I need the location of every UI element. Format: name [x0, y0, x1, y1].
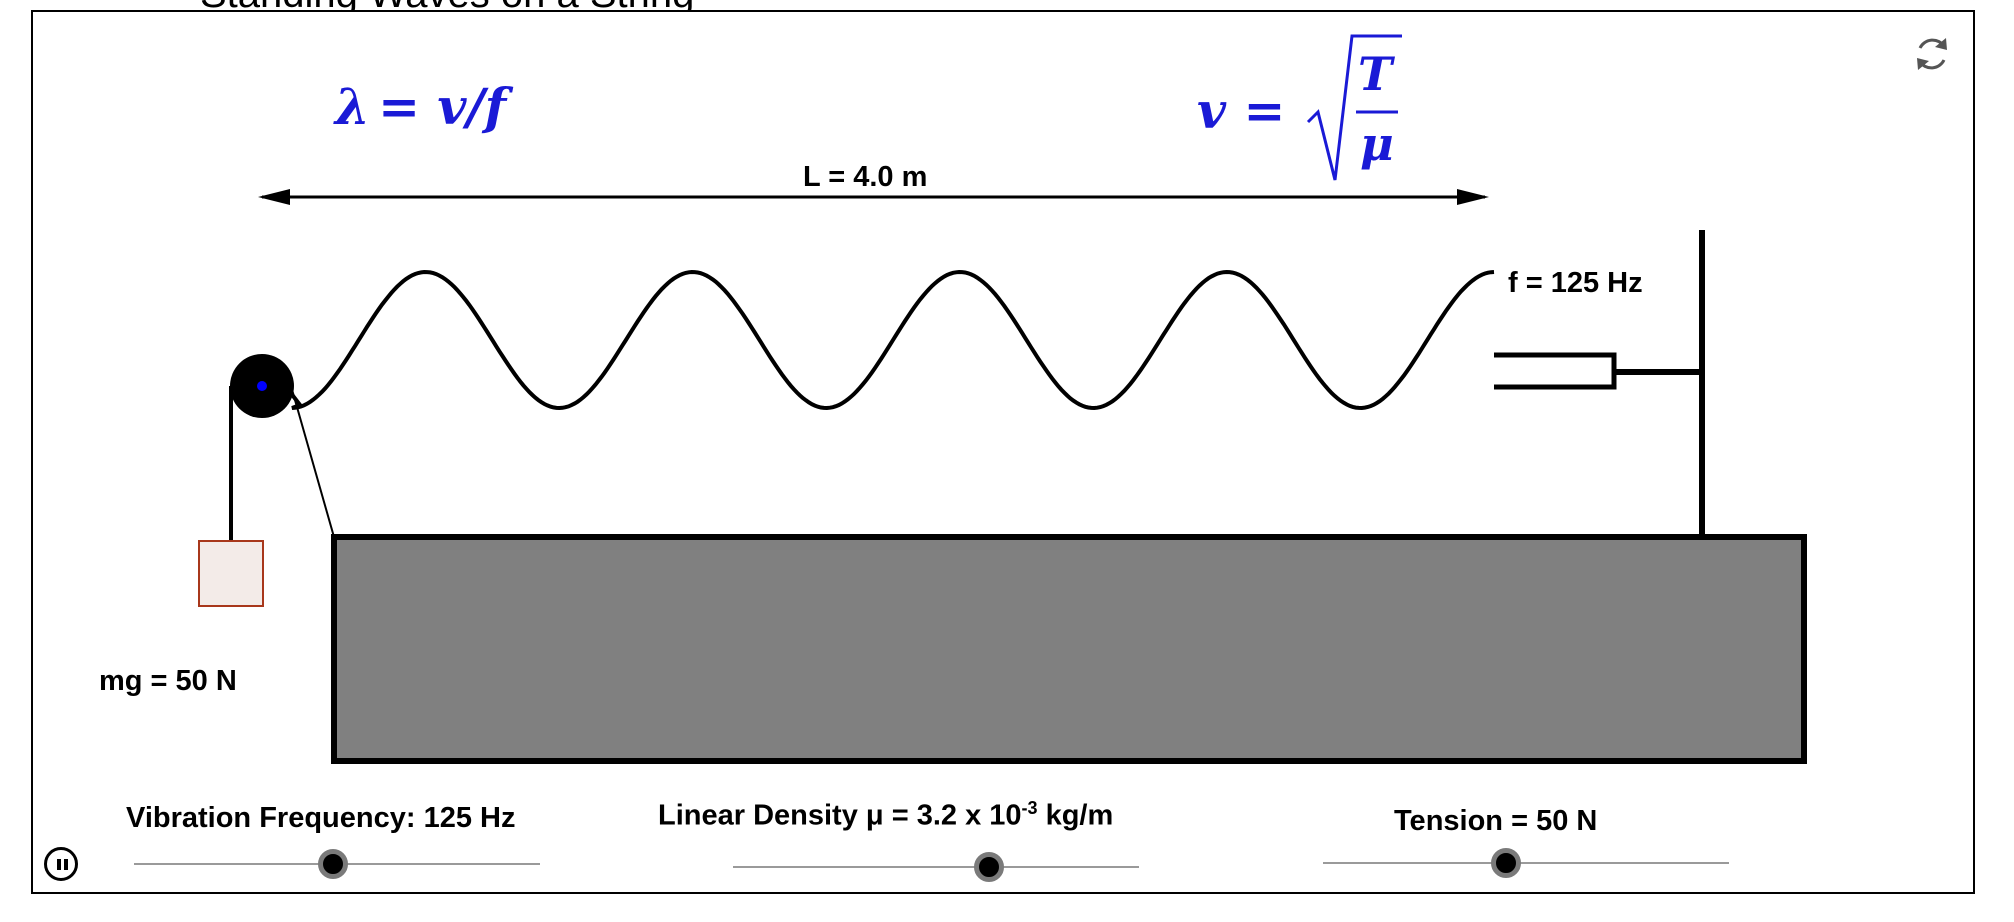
refresh-icon[interactable]	[1910, 32, 1954, 76]
density-slider-knob[interactable]	[973, 852, 1004, 882]
wavelength-formula: λ = v/f	[333, 77, 514, 136]
tension-slider-knob[interactable]	[1490, 848, 1521, 878]
vibrator-assembly	[1494, 230, 1705, 540]
arrow-right-icon	[1457, 189, 1489, 205]
arrow-left-icon	[258, 189, 290, 205]
tension-slider-track[interactable]	[1323, 862, 1729, 864]
table	[331, 534, 1807, 764]
pulley-axle	[257, 381, 267, 391]
svg-text:μ: μ	[1360, 117, 1394, 171]
pause-button[interactable]	[44, 847, 78, 881]
wave-speed-formula: v = T μ	[1197, 34, 1402, 181]
svg-text:T: T	[1358, 47, 1396, 101]
density-slider-label: Linear Density μ = 3.2 x 10-3 kg/m	[658, 798, 1114, 832]
hanging-mass	[198, 540, 264, 607]
weight-label: mg = 50 N	[99, 665, 237, 697]
density-slider-track[interactable]	[733, 866, 1139, 868]
standing-wave-string	[288, 269, 1495, 411]
length-label: L = 4.0 m	[803, 161, 927, 193]
pulley-support	[290, 385, 335, 538]
length-dimension-arrow	[258, 189, 1489, 205]
frequency-slider-label: Vibration Frequency: 125 Hz	[126, 802, 516, 834]
frequency-label: f = 125 Hz	[1508, 267, 1643, 299]
frequency-slider-knob[interactable]	[317, 849, 348, 879]
svg-text:v =: v =	[1197, 81, 1285, 140]
tension-slider-label: Tension = 50 N	[1394, 805, 1598, 837]
